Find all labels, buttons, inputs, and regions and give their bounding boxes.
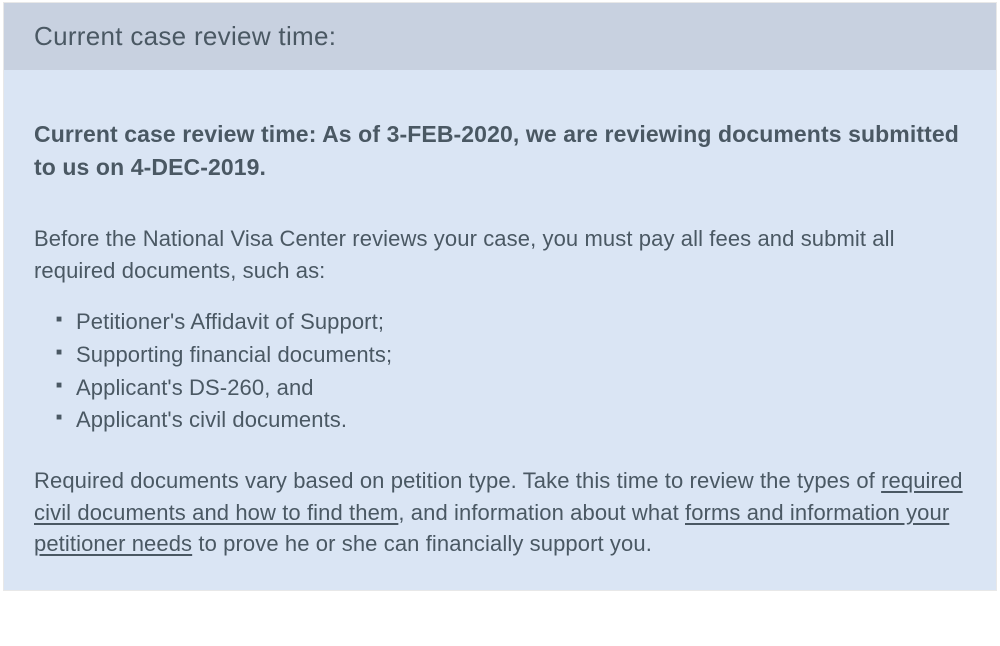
list-item: Petitioner's Affidavit of Support; <box>56 306 966 339</box>
final-paragraph: Required documents vary based on petitio… <box>34 465 966 561</box>
list-item: Applicant's DS-260, and <box>56 372 966 405</box>
header-title: Current case review time: <box>34 21 966 52</box>
review-time-statement: Current case review time: As of 3-FEB-20… <box>34 118 966 185</box>
final-text-segment: , and information about what <box>398 500 685 525</box>
list-item: Applicant's civil documents. <box>56 404 966 437</box>
final-text-segment: to prove he or she can financially suppo… <box>192 531 652 556</box>
panel-content: Current case review time: As of 3-FEB-20… <box>4 70 996 590</box>
required-documents-list: Petitioner's Affidavit of Support; Suppo… <box>34 306 966 436</box>
final-text-segment: Required documents vary based on petitio… <box>34 468 881 493</box>
list-item: Supporting financial documents; <box>56 339 966 372</box>
panel-header: Current case review time: <box>4 3 996 70</box>
intro-paragraph: Before the National Visa Center reviews … <box>34 223 966 287</box>
info-panel: Current case review time: Current case r… <box>3 2 997 591</box>
